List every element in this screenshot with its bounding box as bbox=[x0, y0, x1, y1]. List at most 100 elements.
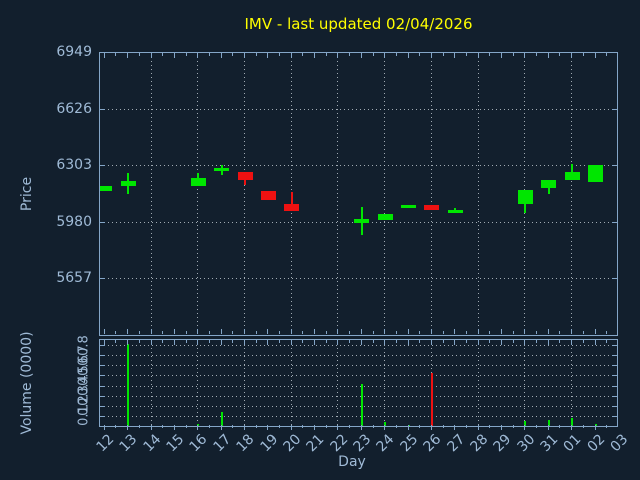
tick-mark bbox=[314, 425, 316, 430]
tick-mark bbox=[162, 331, 164, 334]
tick-mark bbox=[115, 425, 117, 428]
x-tick-label: 02 bbox=[584, 431, 609, 456]
tick-mark bbox=[612, 415, 617, 417]
candle-body bbox=[354, 218, 370, 224]
x-gridline bbox=[244, 53, 245, 335]
tick-mark bbox=[100, 375, 105, 377]
tick-mark bbox=[100, 365, 105, 367]
x-gridline bbox=[290, 340, 292, 426]
tick-mark bbox=[162, 53, 164, 56]
candle-body bbox=[284, 203, 300, 211]
x-tick-label: 24 bbox=[373, 431, 398, 456]
chart-title: IMV - last updated 02/04/2026 bbox=[244, 15, 473, 33]
tick-mark bbox=[524, 329, 526, 334]
tick-mark bbox=[255, 331, 257, 334]
tick-mark bbox=[185, 53, 187, 56]
tick-mark bbox=[244, 329, 245, 334]
volume-axis-label: Volume (0000) bbox=[19, 331, 35, 435]
candle-body bbox=[401, 204, 417, 208]
tick-mark bbox=[244, 340, 245, 345]
tick-mark bbox=[466, 425, 467, 428]
x-gridline bbox=[337, 340, 339, 426]
candle-body bbox=[541, 180, 557, 189]
tick-mark bbox=[173, 53, 175, 58]
tick-mark bbox=[372, 340, 374, 343]
tick-mark bbox=[419, 425, 421, 428]
candle-body bbox=[564, 171, 580, 180]
candle-body bbox=[517, 190, 533, 204]
tick-mark bbox=[524, 340, 526, 345]
tick-mark bbox=[407, 329, 409, 334]
tick-mark bbox=[501, 53, 503, 58]
tick-mark bbox=[466, 331, 467, 334]
tick-mark bbox=[302, 331, 304, 334]
x-tick-label: 13 bbox=[116, 431, 141, 456]
volume-bar bbox=[571, 417, 574, 426]
tick-mark bbox=[536, 425, 538, 428]
x-tick-label: 22 bbox=[327, 431, 352, 456]
tick-mark bbox=[395, 340, 397, 343]
tick-mark bbox=[314, 329, 316, 334]
tick-mark bbox=[582, 425, 584, 428]
tick-mark bbox=[232, 425, 234, 428]
tick-mark bbox=[302, 425, 304, 428]
volume-gridline bbox=[100, 405, 617, 407]
x-gridline bbox=[384, 340, 386, 426]
tick-mark bbox=[524, 53, 526, 58]
price-gridline bbox=[100, 278, 617, 280]
tick-mark bbox=[430, 340, 432, 345]
candle-body bbox=[260, 190, 276, 200]
volume-bar bbox=[430, 373, 433, 426]
tick-mark bbox=[325, 331, 327, 334]
price-tick-label: 5657 bbox=[56, 270, 92, 287]
tick-mark bbox=[606, 53, 608, 56]
tick-mark bbox=[407, 53, 409, 58]
tick-mark bbox=[138, 340, 140, 343]
candle-body bbox=[190, 178, 206, 186]
tick-mark bbox=[325, 425, 327, 428]
tick-mark bbox=[232, 331, 234, 334]
price-gridline bbox=[100, 108, 617, 110]
price-axis-label: Price bbox=[19, 176, 35, 212]
x-tick-label: 21 bbox=[303, 431, 328, 456]
tick-mark bbox=[290, 340, 292, 345]
tick-mark bbox=[115, 53, 117, 56]
price-tick-label: 6303 bbox=[56, 157, 92, 174]
tick-mark bbox=[138, 331, 140, 334]
tick-mark bbox=[454, 425, 456, 430]
tick-mark bbox=[173, 340, 175, 345]
tick-mark bbox=[349, 340, 351, 343]
x-gridline bbox=[337, 53, 339, 335]
tick-mark bbox=[442, 425, 444, 428]
candle-wick bbox=[290, 191, 293, 211]
tick-mark bbox=[594, 329, 596, 334]
tick-mark bbox=[442, 53, 444, 56]
tick-mark bbox=[337, 329, 339, 334]
tick-mark bbox=[290, 425, 292, 430]
candle-body bbox=[588, 164, 604, 182]
x-tick-label: 18 bbox=[233, 431, 258, 456]
tick-mark bbox=[208, 53, 210, 56]
volume-gridline bbox=[100, 375, 617, 377]
tick-mark bbox=[384, 329, 386, 334]
volume-plot-area bbox=[99, 339, 618, 427]
tick-mark bbox=[559, 340, 561, 343]
tick-mark bbox=[360, 53, 362, 58]
price-tick-label: 5980 bbox=[56, 213, 92, 230]
tick-mark bbox=[559, 425, 561, 428]
tick-mark bbox=[314, 340, 316, 345]
x-gridline bbox=[150, 53, 152, 335]
volume-bar bbox=[220, 411, 223, 426]
volume-bar bbox=[197, 423, 200, 426]
x-gridline bbox=[477, 53, 479, 335]
tick-mark bbox=[384, 340, 386, 345]
tick-mark bbox=[442, 340, 444, 343]
tick-mark bbox=[100, 395, 105, 397]
tick-mark bbox=[337, 340, 339, 345]
tick-mark bbox=[442, 331, 444, 334]
tick-mark bbox=[127, 340, 129, 345]
tick-mark bbox=[501, 329, 503, 334]
tick-mark bbox=[489, 53, 491, 56]
tick-mark bbox=[466, 53, 467, 56]
